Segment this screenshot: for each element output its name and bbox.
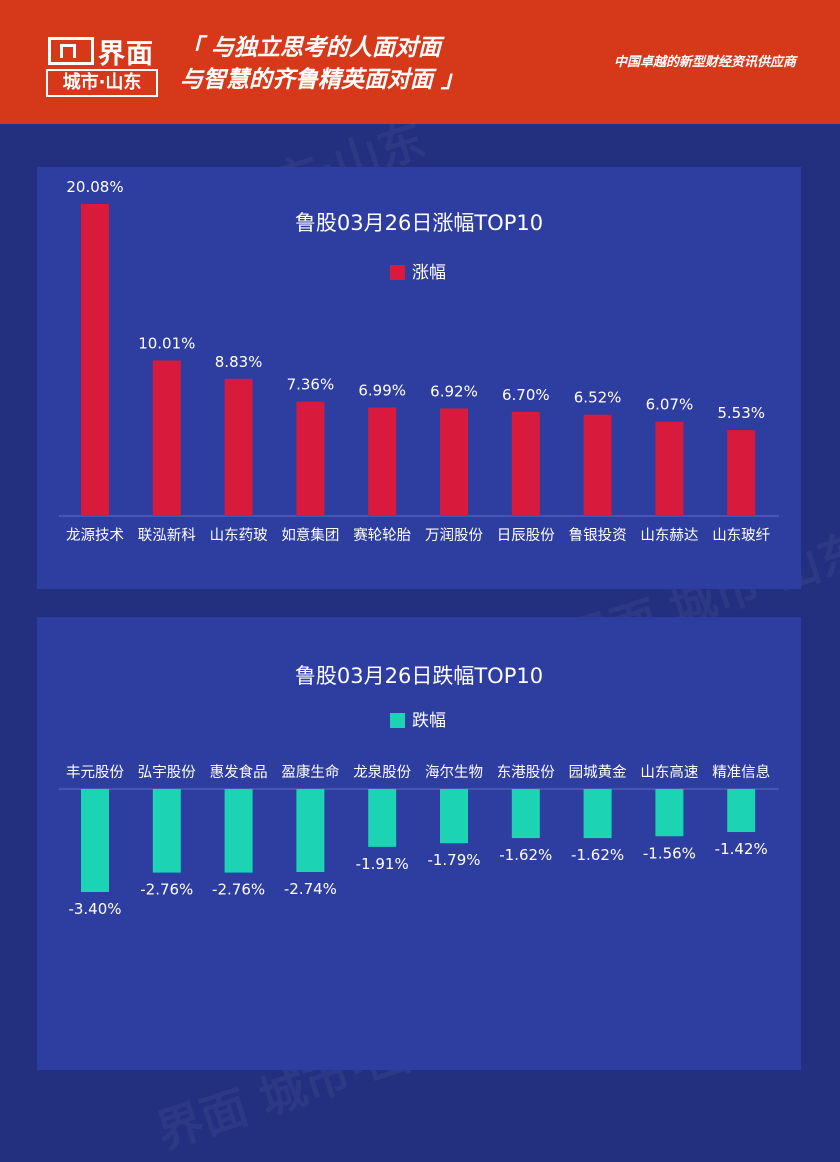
category-label: 山东玻纤: [712, 527, 770, 544]
category-label: 东港股份: [497, 764, 555, 781]
value-label: 8.83%: [215, 353, 263, 371]
legend-swatch: [390, 265, 405, 280]
value-label: -3.40%: [68, 900, 121, 918]
legend-label: 涨幅: [412, 263, 446, 283]
brand-name: 界面: [98, 38, 154, 70]
bar-山东玻纤: [727, 430, 756, 516]
value-label: 6.99%: [358, 381, 406, 399]
value-label: 6.70%: [502, 386, 550, 404]
value-label: -2.76%: [212, 881, 265, 899]
bar-精准信息: [727, 789, 756, 833]
value-label: -1.42%: [715, 840, 768, 858]
bar-联泓新科: [152, 360, 181, 516]
value-label: 7.36%: [287, 376, 335, 394]
losers-chart: 鲁股03月26日跌幅TOP10 跌幅 -3.40% 丰元股份 -2.76% 弘宇股份 -2.…: [59, 664, 779, 918]
header-banner: 界面 城市·山东 「 与独立思考的人面对面 与智慧的齐鲁精英面对面 」 中国卓越…: [0, 0, 840, 124]
category-label: 赛轮轮胎: [353, 527, 411, 544]
category-label: 如意集团: [281, 526, 339, 544]
category-label: 丰元股份: [66, 764, 124, 781]
bar-赛轮轮胎: [368, 407, 397, 516]
category-label: 山东赫达: [640, 527, 698, 544]
value-label: 20.08%: [66, 178, 123, 196]
bar-海尔生物: [440, 789, 468, 844]
bar-万润股份: [440, 408, 468, 516]
logo-mark-icon: [48, 37, 94, 65]
legend-label: 跌幅: [412, 711, 446, 731]
value-label: 6.92%: [430, 382, 478, 400]
losers-panel: 鲁股03月26日跌幅TOP10 跌幅 -3.40% 丰元股份 -2.76% 弘宇股份 -2.…: [37, 617, 801, 1070]
sub-brand: 城市·山东: [46, 69, 158, 97]
tagline: 中国卓越的新型财经资讯供应商: [613, 55, 796, 70]
bar-山东高速: [655, 789, 684, 837]
value-label: -1.79%: [427, 851, 480, 869]
category-label: 龙泉股份: [353, 764, 411, 781]
value-label: -1.91%: [356, 855, 409, 873]
value-label: 6.52%: [574, 389, 622, 407]
value-label: 5.53%: [717, 404, 765, 422]
slogan: 「 与独立思考的人面对面 与智慧的齐鲁精英面对面 」: [180, 32, 464, 96]
value-label: -2.74%: [284, 880, 337, 898]
category-label: 园城黄金: [569, 764, 627, 781]
bar-惠发食品: [224, 789, 253, 873]
bar-盈康生命: [296, 789, 325, 873]
slogan-line-1: 「 与独立思考的人面对面: [180, 35, 442, 61]
bar-鲁银投资: [583, 414, 612, 516]
chart-title: 鲁股03月26日跌幅TOP10: [295, 664, 543, 688]
category-label: 万润股份: [425, 527, 483, 544]
category-label: 鲁银投资: [569, 527, 627, 544]
bar-日辰股份: [511, 411, 540, 516]
bar-山东药玻: [224, 378, 253, 516]
bar-龙源技术: [81, 204, 109, 516]
category-label: 精准信息: [712, 764, 770, 781]
category-label: 惠发食品: [210, 764, 268, 781]
bar-园城黄金: [583, 789, 612, 839]
category-label: 山东高速: [640, 764, 698, 781]
category-label: 盈康生命: [281, 763, 339, 781]
logo: 界面: [48, 34, 154, 70]
value-label: -2.76%: [140, 881, 193, 899]
legend-swatch: [390, 713, 405, 728]
chart-title: 鲁股03月26日涨幅TOP10: [295, 211, 543, 235]
category-label: 山东药玻: [210, 527, 268, 544]
value-label: -1.62%: [571, 846, 624, 864]
slogan-line-2: 与智慧的齐鲁精英面对面 」: [180, 67, 465, 93]
bar-弘宇股份: [152, 789, 181, 873]
value-label: 6.07%: [646, 396, 694, 414]
category-label: 海尔生物: [425, 764, 483, 781]
gainers-chart: 鲁股03月26日涨幅TOP10 涨幅 20.08% 龙源技术 10.01% 联泓新科 8.8…: [59, 178, 779, 544]
category-label: 弘宇股份: [138, 764, 196, 781]
category-label: 日辰股份: [497, 527, 555, 544]
category-label: 龙源技术: [66, 527, 124, 544]
bar-龙泉股份: [368, 789, 397, 847]
value-label: -1.62%: [499, 846, 552, 864]
gainers-panel: 鲁股03月26日涨幅TOP10 涨幅 20.08% 龙源技术 10.01% 联泓新科 8.8…: [37, 167, 801, 589]
bar-东港股份: [511, 789, 540, 839]
value-label: -1.56%: [643, 844, 696, 862]
bar-丰元股份: [81, 789, 109, 892]
value-label: 10.01%: [138, 334, 195, 352]
bar-山东赫达: [655, 421, 684, 516]
bar-如意集团: [296, 401, 325, 516]
category-label: 联泓新科: [138, 527, 196, 544]
